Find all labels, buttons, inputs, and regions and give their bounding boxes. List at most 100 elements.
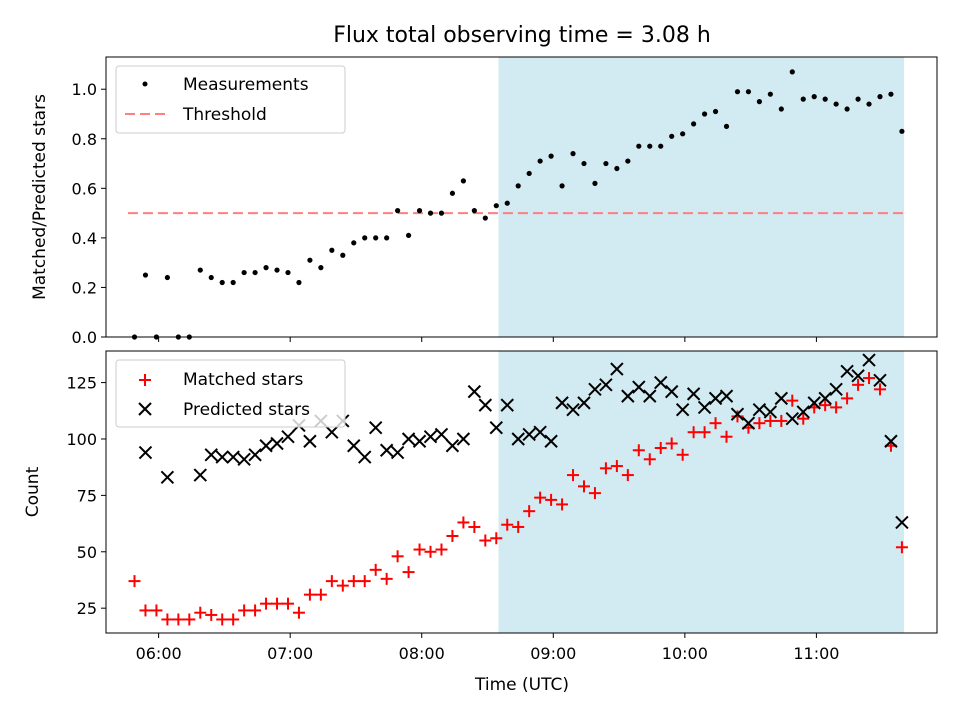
top-legend: Measurements Threshold	[115, 65, 346, 134]
measurement-point	[296, 279, 302, 286]
matched-star-point	[271, 597, 284, 610]
matched-star-point	[665, 437, 678, 450]
matched-star-point	[577, 480, 590, 493]
predicted-star-point	[632, 380, 646, 394]
measurement-point	[504, 200, 510, 206]
measurements-series	[131, 69, 905, 340]
matched-star-point	[698, 426, 711, 439]
matched-star-point	[446, 529, 459, 542]
matched-star-point	[632, 444, 645, 457]
predicted-star-point	[829, 382, 843, 397]
predicted-star-point	[654, 375, 668, 390]
predicted-star-point	[138, 445, 153, 460]
matched-stars-series	[128, 372, 908, 626]
matched-star-point	[369, 563, 382, 576]
matched-star-point	[479, 534, 492, 547]
measurement-point	[636, 143, 642, 149]
bottom-legend-box	[115, 359, 346, 428]
predicted-star-point	[401, 432, 416, 446]
measurement-point	[471, 208, 477, 214]
measurement-point	[493, 203, 499, 209]
measurement-point	[197, 267, 203, 273]
predicted-star-point	[445, 439, 460, 453]
matched-star-point	[523, 505, 536, 518]
predicted-star-point	[325, 425, 339, 439]
matched-star-point	[621, 469, 634, 482]
measurement-point	[778, 106, 784, 112]
predicted-star-point	[785, 411, 799, 426]
predicted-star-point	[884, 434, 898, 448]
bottom-legend: Matched stars Predicted stars	[115, 359, 346, 428]
matched-star-point	[775, 414, 788, 427]
matched-star-point	[216, 613, 229, 626]
predicted-star-point	[708, 391, 723, 406]
matched-star-point	[249, 604, 262, 617]
predicted-star-point	[489, 420, 503, 435]
bottom-y-tick-label: 50	[77, 543, 97, 562]
bottom-plot-frame	[105, 350, 938, 634]
measurement-point	[570, 151, 576, 157]
measurement-point	[142, 272, 149, 278]
measurement-point	[263, 265, 269, 271]
predicted-star-point	[730, 407, 745, 421]
matched-star-point	[610, 460, 623, 473]
bottom-y-ticks: 25 50 75 100 125	[66, 374, 106, 618]
measurement-point	[241, 269, 247, 276]
x-tick-label: 06:00	[136, 644, 182, 663]
predicted-star-point	[511, 432, 525, 446]
measurement-point	[329, 247, 335, 253]
predicted-star-point	[347, 439, 361, 453]
predicted-star-point	[862, 353, 876, 367]
top-y-tick-label: 0.0	[72, 328, 97, 347]
top-y-tick-label: 0.8	[72, 130, 97, 149]
bottom-y-axis-label: Count	[23, 466, 43, 517]
predicted-star-point	[259, 439, 273, 453]
predicted-star-point	[840, 364, 854, 379]
matched-star-point	[830, 401, 843, 414]
top-x-ticks	[158, 337, 817, 342]
measurement-point	[866, 101, 872, 107]
measurement-point	[285, 269, 291, 276]
measurement-point	[526, 170, 532, 177]
x-axis-label: Time (UTC)	[474, 675, 569, 695]
measurement-point	[734, 89, 741, 95]
matched-star-point	[238, 604, 251, 617]
matched-star-point	[545, 493, 558, 506]
x-tick-label: 07:00	[267, 644, 313, 663]
matched-star-point	[150, 604, 163, 617]
predicted-star-point	[895, 515, 909, 530]
matched-star-point	[292, 606, 305, 619]
measurement-point	[362, 235, 368, 241]
predicted-star-point	[774, 391, 789, 406]
matched-star-point	[161, 613, 174, 626]
measurement-point	[537, 158, 543, 164]
top-y-tick-label: 1.0	[72, 80, 97, 99]
measurement-point	[822, 96, 828, 102]
matched-star-point	[687, 426, 700, 439]
matched-star-point	[303, 588, 316, 601]
matched-star-point	[567, 469, 580, 482]
measurement-point	[899, 128, 905, 134]
matched-star-point	[852, 378, 865, 391]
matched-star-point	[325, 575, 338, 588]
predicted-star-point	[270, 436, 284, 451]
matched-star-point	[424, 545, 437, 558]
bottom-y-tick-label: 125	[66, 374, 97, 393]
measurement-point	[756, 99, 762, 105]
predicted-star-point	[160, 470, 175, 485]
x-tick-label: 09:00	[530, 644, 576, 663]
predicted-star-point	[610, 362, 624, 376]
bottom-y-tick-label: 100	[66, 430, 97, 449]
predicted-star-point	[719, 389, 734, 403]
predicted-star-point	[544, 434, 558, 448]
matched-star-point	[797, 412, 810, 425]
matched-star-point	[895, 541, 908, 554]
matched-star-point	[358, 575, 371, 588]
predicted-star-point	[412, 434, 427, 448]
x-tick-label: 10:00	[662, 644, 708, 663]
measurement-point	[680, 131, 686, 137]
measurement-point	[318, 265, 324, 271]
measurement-point	[789, 69, 795, 75]
measurement-point	[669, 133, 675, 139]
bottom-x-ticks: 06:00 07:00 08:00 09:00 10:00 11:00	[136, 633, 839, 663]
